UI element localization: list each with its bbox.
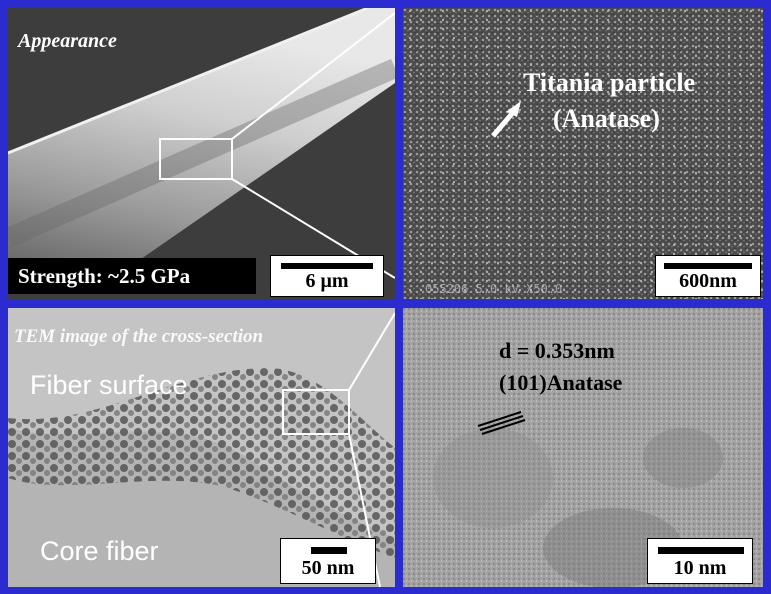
scale-bar-line — [281, 263, 373, 269]
scale-bar-line — [658, 547, 744, 554]
d-spacing-label: d = 0.353nm — [499, 338, 615, 363]
sem-fiber-panel: Appearance Strength: ~2.5 GPa 6 μm — [8, 8, 395, 299]
tem-cross-section-panel: TEM image of the cross-section Fiber sur… — [8, 308, 395, 587]
sem-info-text: 055206 5.0 kV X50.0 — [425, 282, 563, 296]
scale-bar-label: 6 μm — [305, 270, 349, 292]
scale-bar-10nm: 10 nm — [647, 538, 753, 584]
core-fiber-label: Core fiber — [40, 536, 159, 566]
anatase-phase-label: (101)Anatase — [499, 370, 623, 395]
panel-title-tem: TEM image of the cross-section — [14, 326, 264, 347]
surface-texture — [403, 8, 763, 299]
scale-bar-label: 600nm — [679, 270, 737, 292]
sem-surface-panel: Titania particle (Anatase) 055206 5.0 kV… — [403, 8, 763, 299]
scale-bar-600nm: 600nm — [655, 255, 761, 297]
titania-label-line2: (Anatase) — [553, 104, 660, 133]
fiber-image — [8, 8, 395, 299]
tem-image — [8, 308, 395, 587]
strength-label: Strength: ~2.5 GPa — [8, 258, 256, 294]
scale-bar-line — [311, 547, 347, 554]
scale-bar-50nm: 50 nm — [280, 538, 376, 584]
titania-label-line1: Titania particle — [523, 68, 696, 97]
hrtem-panel: d = 0.353nm (101)Anatase 10 nm — [403, 308, 763, 587]
panel-title-appearance: Appearance — [18, 30, 117, 52]
scale-bar-label: 10 nm — [673, 557, 727, 579]
scale-bar-6um: 6 μm — [270, 255, 384, 297]
scale-bar-line — [664, 263, 752, 269]
scale-bar-label: 50 nm — [301, 557, 355, 579]
fiber-surface-label: Fiber surface — [30, 370, 188, 400]
